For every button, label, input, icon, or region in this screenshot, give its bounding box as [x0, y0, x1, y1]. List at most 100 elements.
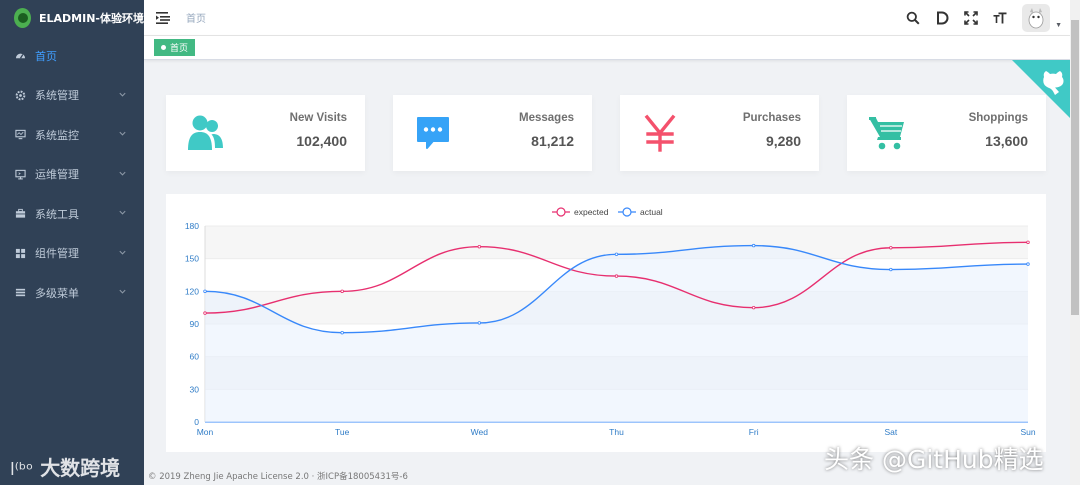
sidebar-item-system[interactable]: 系统管理: [0, 76, 144, 116]
fullscreen-icon[interactable]: [961, 8, 981, 28]
ops-icon: [14, 168, 26, 180]
scrollbar-thumb[interactable]: [1071, 20, 1079, 315]
x-tick-label: Sun: [1020, 427, 1035, 437]
x-tick-label: Thu: [609, 427, 624, 437]
data-point-actual: [340, 331, 344, 335]
legend-label-expected: expected: [574, 207, 609, 217]
panel-text: Purchases 9,280: [743, 112, 801, 149]
data-point-actual: [1026, 262, 1030, 266]
chevron-down-icon: [118, 248, 128, 258]
hamburger-icon[interactable]: [156, 11, 170, 24]
y-tick-label: 90: [190, 319, 200, 329]
navbar-tools: ▼: [894, 0, 1062, 36]
watermark-logo-icon: l⁽ᵇᵒ: [10, 460, 34, 480]
data-point-actual: [203, 289, 207, 294]
gear-icon: [14, 89, 26, 101]
text-size-icon[interactable]: [990, 8, 1010, 28]
x-tick-label: Fri: [749, 427, 759, 437]
data-point-expected: [614, 274, 619, 278]
logo-icon: [14, 8, 32, 28]
chevron-down-icon: [118, 129, 128, 139]
sidebar-item-tools[interactable]: 系统工具: [0, 194, 144, 234]
panel-new-visits[interactable]: New Visits 102,400: [166, 95, 365, 171]
panel-value: 102,400: [296, 133, 347, 149]
dashboard-icon: [14, 50, 26, 62]
data-point-actual: [614, 252, 619, 257]
cart-icon: [865, 113, 909, 153]
navbar: 首页 ▼: [144, 0, 1070, 36]
sidebar-item-monitor[interactable]: 系统监控: [0, 115, 144, 155]
breadcrumb[interactable]: 首页: [186, 14, 206, 25]
github-corner-icon[interactable]: [1012, 60, 1070, 118]
line-chart: 0 30 60 90 120 150 180 Mon Tue Wed Thu Fri Sat Sun exp…: [185, 207, 1036, 437]
tag-home[interactable]: 首页: [154, 39, 196, 56]
app-logo[interactable]: ELADMIN-体验环境: [0, 0, 144, 36]
data-point-expected: [751, 305, 756, 310]
x-tick-label: Wed: [471, 427, 489, 437]
chevron-down-icon: [118, 169, 128, 179]
sidebar-item-label: 运维管理: [35, 168, 79, 182]
data-point-expected: [340, 289, 344, 294]
watermark-right: 头条 @GitHub精选: [824, 445, 1044, 474]
sidebar-item-label: 系统工具: [35, 207, 79, 221]
scrollbar[interactable]: [1070, 0, 1080, 485]
tags-view: 首页: [144, 36, 1070, 60]
sidebar-item-label: 多级菜单: [35, 286, 79, 300]
data-point-expected: [203, 311, 207, 315]
x-tick-label: Sat: [884, 427, 897, 437]
data-point-actual: [889, 267, 893, 272]
data-point-actual: [477, 321, 482, 325]
line-chart-card: 0 30 60 90 120 150 180 Mon Tue Wed Thu Fri Sat Sun exp…: [166, 194, 1046, 452]
caret-down-icon[interactable]: ▼: [1055, 21, 1062, 29]
data-point-expected: [477, 244, 482, 249]
panel-messages[interactable]: Messages 81,212: [393, 95, 592, 171]
monitor-icon: [14, 129, 26, 141]
sidebar-item-components[interactable]: 组件管理: [0, 234, 144, 274]
message-icon: [411, 113, 455, 153]
sidebar: ELADMIN-体验环境 首页 系统管理 系统监控 运维管: [0, 0, 144, 485]
chevron-down-icon: [118, 287, 128, 297]
yen-icon: [638, 113, 682, 153]
sidebar-item-label: 系统监控: [35, 128, 79, 142]
avatar[interactable]: [1022, 4, 1051, 32]
sidebar-menu: 首页 系统管理 系统监控 运维管理 系统工具: [0, 36, 144, 313]
series-area-actual: [205, 245, 1028, 422]
panel-text: New Visits 102,400: [290, 112, 347, 149]
legend-marker-actual: [622, 207, 632, 217]
x-tick-label: Mon: [197, 427, 214, 437]
panel-label: New Visits: [289, 112, 347, 124]
watermark-left: l⁽ᵇᵒ 大数跨境: [10, 456, 121, 480]
y-tick-label: 30: [190, 384, 200, 394]
search-icon[interactable]: [903, 8, 923, 28]
footer: © 2019 Zheng Jie Apache License 2.0 · 浙I…: [148, 472, 408, 482]
toolbox-icon: [14, 208, 26, 220]
legend-label-actual: actual: [640, 207, 663, 217]
y-tick-label: 0: [194, 417, 199, 427]
y-tick-label: 120: [185, 286, 199, 296]
sidebar-item-ops[interactable]: 运维管理: [0, 155, 144, 195]
sidebar-item-label: 系统管理: [35, 89, 79, 103]
y-tick-label: 180: [185, 221, 199, 231]
sidebar-item-multilevel[interactable]: 多级菜单: [0, 273, 144, 313]
chevron-down-icon: [118, 90, 128, 100]
panel-shoppings[interactable]: Shoppings 13,600: [847, 95, 1046, 171]
data-point-actual: [751, 243, 756, 248]
legend-marker-expected: [556, 207, 566, 217]
docs-icon[interactable]: [932, 8, 952, 28]
panel-value: 81,212: [531, 133, 574, 149]
panel-text: Shoppings 13,600: [969, 112, 1028, 149]
panel-text: Messages 81,212: [519, 112, 574, 149]
active-dot-icon: [161, 45, 166, 50]
panel-purchases[interactable]: Purchases 9,280: [620, 95, 819, 171]
users-icon: [184, 113, 228, 153]
panel-label: Shoppings: [968, 112, 1028, 124]
panel-value: 13,600: [985, 133, 1028, 149]
x-tick-label: Tue: [335, 427, 350, 437]
list-icon: [14, 287, 26, 299]
sidebar-item-label: 首页: [35, 49, 57, 63]
sidebar-item-home[interactable]: 首页: [0, 36, 144, 76]
y-tick-label: 150: [185, 254, 199, 264]
data-point-expected: [889, 246, 893, 250]
chevron-down-icon: [118, 208, 128, 218]
panel-value: 9,280: [765, 133, 801, 149]
